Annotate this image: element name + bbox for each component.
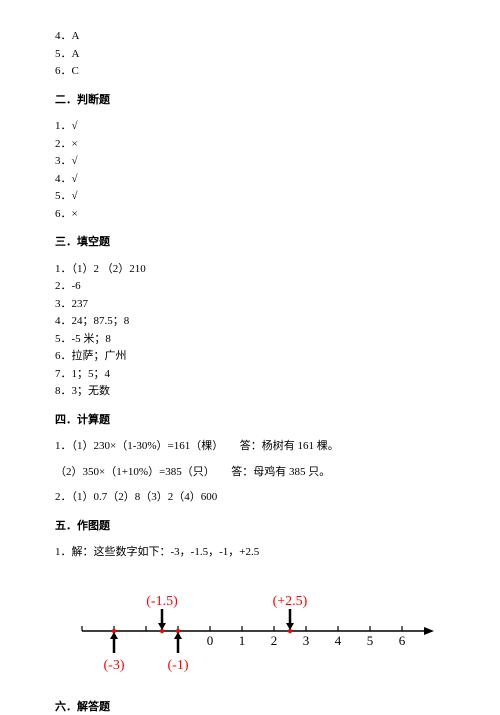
svg-text:2: 2 <box>271 633 278 648</box>
number-line-figure: 0 1 2 3 4 5 6 (-1.5) (+2.5) (-3) (-1) <box>55 575 445 685</box>
answer-line: 7．1；5；4 <box>55 366 445 383</box>
section2-block: 1．√ 2．× 3．√ 4．√ 5．√ 6．× <box>55 118 445 222</box>
answer-line: 4．A <box>55 28 445 45</box>
svg-text:(-1): (-1) <box>168 658 189 673</box>
svg-text:(-3): (-3) <box>104 658 125 673</box>
answer-line: 5．-5 米；8 <box>55 331 445 348</box>
answer-line: 3．237 <box>55 296 445 313</box>
section-title-2: 二．判断题 <box>55 92 445 109</box>
answer-line: 1．（1）2 （2）210 <box>55 261 445 278</box>
answer-line: 6．× <box>55 206 445 223</box>
answer-line: 6．C <box>55 63 445 80</box>
answer-line: 1．√ <box>55 118 445 135</box>
top-answers-block: 4．A 5．A 6．C <box>55 28 445 80</box>
svg-text:5: 5 <box>367 633 374 648</box>
answer-line: 8．3；无数 <box>55 383 445 400</box>
section5-block: 1．解：这些数字如下：-3，-1.5，-1，+2.5 <box>55 544 445 561</box>
svg-text:1: 1 <box>239 633 246 648</box>
number-line-svg: 0 1 2 3 4 5 6 (-1.5) (+2.5) (-3) (-1) <box>55 575 445 685</box>
svg-text:(-1.5): (-1.5) <box>146 594 178 609</box>
answer-line: 6．拉萨；广州 <box>55 348 445 365</box>
answer-line: 4．√ <box>55 171 445 188</box>
calc-line: （2）350×（1+10%）=385（只） 答：母鸡有 385 只。 <box>55 464 445 481</box>
answer-line: 3．√ <box>55 153 445 170</box>
svg-text:4: 4 <box>335 633 342 648</box>
svg-text:6: 6 <box>399 633 406 648</box>
answer-line: 2．-6 <box>55 278 445 295</box>
answer-line: 5．√ <box>55 188 445 205</box>
svg-text:0: 0 <box>207 633 214 648</box>
answer-line: 4．24；87.5；8 <box>55 313 445 330</box>
drawing-description: 1．解：这些数字如下：-3，-1.5，-1，+2.5 <box>55 544 445 561</box>
section3-block: 1．（1）2 （2）210 2．-6 3．237 4．24；87.5；8 5．-… <box>55 261 445 400</box>
svg-text:3: 3 <box>303 633 310 648</box>
svg-text:(+2.5): (+2.5) <box>273 594 308 609</box>
answer-line: 5．A <box>55 46 445 63</box>
section-title-3: 三．填空题 <box>55 234 445 251</box>
calc-line: 1．（1）230×（1-30%）=161（棵） 答：杨树有 161 棵。 <box>55 438 445 455</box>
section-title-4: 四．计算题 <box>55 412 445 429</box>
section4-block: 1．（1）230×（1-30%）=161（棵） 答：杨树有 161 棵。 （2）… <box>55 438 445 506</box>
section-title-5: 五．作图题 <box>55 518 445 535</box>
calc-line: 2．（1）0.7（2）8（3）2（4）600 <box>55 489 445 506</box>
answer-line: 2．× <box>55 136 445 153</box>
